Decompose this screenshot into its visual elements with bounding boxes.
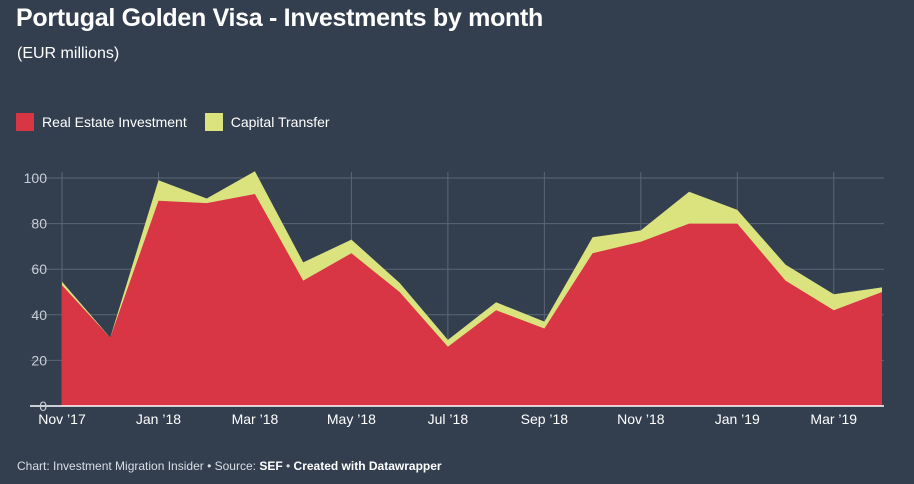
legend-label-real-estate: Real Estate Investment [42, 114, 187, 130]
x-tick-label: Jan ’18 [136, 411, 181, 427]
area-real-estate [62, 194, 882, 406]
footer-separator: • [282, 459, 294, 473]
x-tick-label: May ’18 [327, 411, 376, 427]
chart-footer: Chart: Investment Migration Insider • So… [17, 459, 442, 473]
y-tick-label: 100 [24, 170, 48, 186]
y-tick-label: 0 [39, 398, 47, 414]
y-tick-label: 60 [31, 261, 47, 277]
x-tick-label: Jan ’19 [715, 411, 760, 427]
legend-label-capital-transfer: Capital Transfer [230, 114, 330, 130]
x-tick-label: Mar ’18 [232, 411, 279, 427]
footer-source[interactable]: SEF [259, 459, 283, 473]
footer-credit[interactable]: Created with Datawrapper [293, 459, 442, 473]
chart-title: Portugal Golden Visa - Investments by mo… [16, 4, 544, 32]
y-tick-label: 40 [31, 307, 47, 323]
y-tick-label: 80 [31, 216, 47, 232]
legend-swatch-capital-transfer [204, 113, 223, 131]
chart-subtitle: (EUR millions) [17, 45, 120, 62]
legend-swatch-real-estate [16, 113, 34, 131]
footer-prefix: Chart: Investment Migration Insider • So… [17, 459, 260, 473]
legend-item-capital-transfer: Capital Transfer [204, 113, 330, 131]
x-tick-label: Nov ’17 [38, 411, 86, 427]
x-tick-label: Mar ’19 [810, 411, 857, 427]
y-tick-label: 20 [31, 352, 47, 368]
x-tick-label: Sep ’18 [521, 411, 569, 427]
x-tick-label: Nov ’18 [617, 411, 665, 427]
legend-item-real-estate: Real Estate Investment [16, 113, 187, 131]
x-tick-label: Jul ’18 [428, 411, 469, 427]
legend: Real Estate Investment Capital Transfer [16, 113, 348, 131]
